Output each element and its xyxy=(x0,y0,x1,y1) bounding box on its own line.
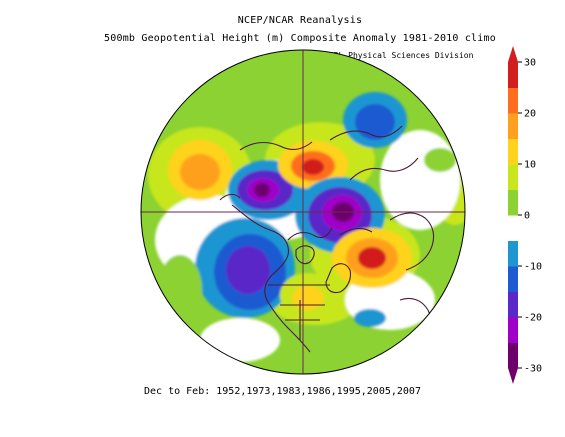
colorbar-tick-label: 20 xyxy=(524,109,536,120)
colorbar-tick-label: -20 xyxy=(524,313,542,324)
colorbar-band xyxy=(508,87,518,114)
colorbar-band xyxy=(508,240,518,267)
map-graticule xyxy=(141,50,465,374)
colorbar-band xyxy=(508,138,518,165)
footer-caption: Dec to Feb: 1952,1973,1983,1986,1995,200… xyxy=(144,386,421,397)
colorbar-band xyxy=(508,291,518,318)
colorbar-band xyxy=(508,113,518,139)
title-line-2: 500mb Geopotential Height (m) Composite … xyxy=(104,33,496,44)
colorbar-tick-label: -30 xyxy=(524,364,542,375)
colorbar-ticks: 30 20 10 0 -10 -20 -30 xyxy=(518,58,542,375)
credit-label: NOAA/ESRL Physical Sciences Division xyxy=(300,51,474,60)
colorbar-bottom-arrow xyxy=(508,368,518,384)
colorbar-tick-label: 10 xyxy=(524,160,536,171)
colorbar-band xyxy=(508,189,518,216)
colorbar-band xyxy=(508,215,518,241)
colorbar-tick-label: 0 xyxy=(524,211,530,222)
colorbar-band xyxy=(508,266,518,292)
title-line-1: NCEP/NCAR Reanalysis xyxy=(237,15,363,26)
colorbar-top-arrow xyxy=(508,46,518,62)
colorbar-band xyxy=(508,164,518,190)
colorbar-tick-label: -10 xyxy=(524,262,542,273)
colorbar-bands xyxy=(508,62,518,369)
colorbar-band xyxy=(508,317,518,343)
colorbar-band xyxy=(508,62,518,88)
colorbar-band xyxy=(508,342,518,369)
map-boundary xyxy=(140,49,466,375)
colorbar-tick-label: 30 xyxy=(524,58,536,69)
